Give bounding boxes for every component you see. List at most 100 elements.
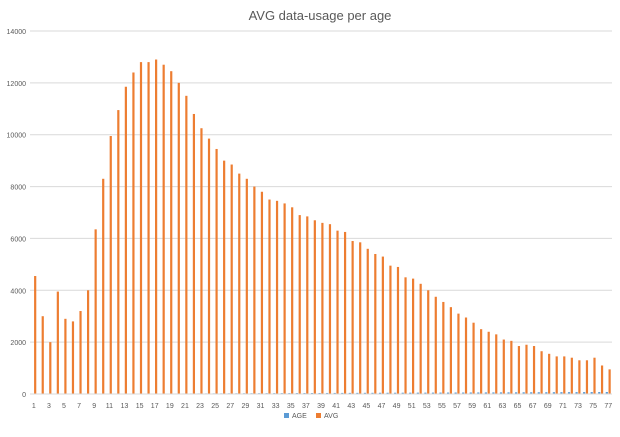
bar-avg [299,215,301,394]
x-tick-label: 43 [347,403,355,410]
bar-avg [321,223,323,394]
bar-avg [132,72,134,394]
x-tick-label: 51 [408,403,416,410]
x-tick-label: 1 [32,403,36,410]
bar-avg [359,242,361,394]
y-tick-label: 0 [22,392,26,399]
bar-avg [457,314,459,394]
x-tick-label: 59 [468,403,476,410]
bar-avg [525,345,527,394]
bar-avg [117,110,119,394]
bar-avg [238,174,240,394]
bar-avg [49,342,51,394]
legend-label-avg: AVG [324,413,338,420]
bar-avg [488,332,490,394]
legend-swatch-avg [316,413,321,418]
x-tick-label: 23 [196,403,204,410]
x-tick-label: 49 [393,403,401,410]
x-tick-label: 25 [211,403,219,410]
bar-avg [609,369,611,394]
bar-avg [495,334,497,394]
bar-avg [480,329,482,394]
y-tick-label: 8000 [10,185,26,192]
bar-avg [87,290,89,394]
bar-avg [102,179,104,394]
bar-avg [540,351,542,394]
bar-avg [110,136,112,394]
bar-avg [593,358,595,394]
x-tick-label: 5 [62,403,66,410]
bar-avg [314,220,316,394]
bar-avg [503,340,505,394]
bar-avg [472,323,474,394]
bar-avg [404,277,406,394]
x-tick-label: 29 [242,403,250,410]
x-tick-label: 11 [106,403,113,410]
bar-avg [291,207,293,394]
x-tick-label: 37 [302,403,310,410]
x-tick-label: 31 [257,403,265,410]
x-tick-label: 7 [77,403,81,410]
bar-avg [140,62,142,394]
bar-avg [178,83,180,394]
bar-avg [518,346,520,394]
bar-avg [253,187,255,394]
x-tick-label: 39 [317,403,325,410]
bar-avg [427,290,429,394]
x-tick-label: 9 [92,403,96,410]
y-tick-label: 4000 [10,288,26,295]
bar-avg [64,319,66,394]
x-tick-label: 35 [287,403,295,410]
x-tick-label: 41 [332,403,340,410]
bar-avg [57,292,59,394]
x-tick-label: 73 [574,403,582,410]
bar-avg [329,224,331,394]
bar-avg [382,257,384,394]
x-tick-label: 55 [438,403,446,410]
y-tick-label: 12000 [7,81,27,88]
bar-avg [420,284,422,394]
bar-avg [231,165,233,394]
bar-avg [125,87,127,394]
bar-avg [601,365,603,394]
x-tick-label: 53 [423,403,431,410]
bar-avg [147,62,149,394]
chart-title: AVG data-usage per age [249,8,392,23]
bar-avg [578,360,580,394]
legend-label-age: AGE [292,413,307,420]
bar-avg [34,276,36,394]
x-tick-label: 57 [453,403,461,410]
bar-avg [389,266,391,394]
bar-avg [344,232,346,394]
bar-avg [170,71,172,394]
bar-avg [284,203,286,394]
bar-avg [450,307,452,394]
x-tick-label: 45 [362,403,370,410]
bar-avg [336,231,338,394]
bar-avg [571,358,573,394]
x-tick-label: 47 [378,403,386,410]
x-tick-label: 67 [529,403,537,410]
x-tick-label: 61 [483,403,491,410]
bar-avg [223,161,225,394]
bar-avg [435,297,437,394]
y-tick-label: 2000 [10,340,26,347]
bar-avg [533,346,535,394]
bar-avg [276,201,278,394]
bar-avg [548,354,550,394]
bar-avg [215,149,217,394]
bar-avg [185,96,187,394]
x-tick-label: 15 [136,403,144,410]
x-tick-label: 33 [272,403,280,410]
x-tick-label: 3 [47,403,51,410]
bar-avg [268,200,270,394]
bar-avg [352,241,354,394]
bar-avg [556,356,558,394]
x-tick-label: 63 [499,403,507,410]
bar-avg [155,60,157,394]
bar-avg [586,360,588,394]
legend-swatch-age [284,413,289,418]
bar-avg [465,318,467,394]
bar-avg [200,128,202,394]
